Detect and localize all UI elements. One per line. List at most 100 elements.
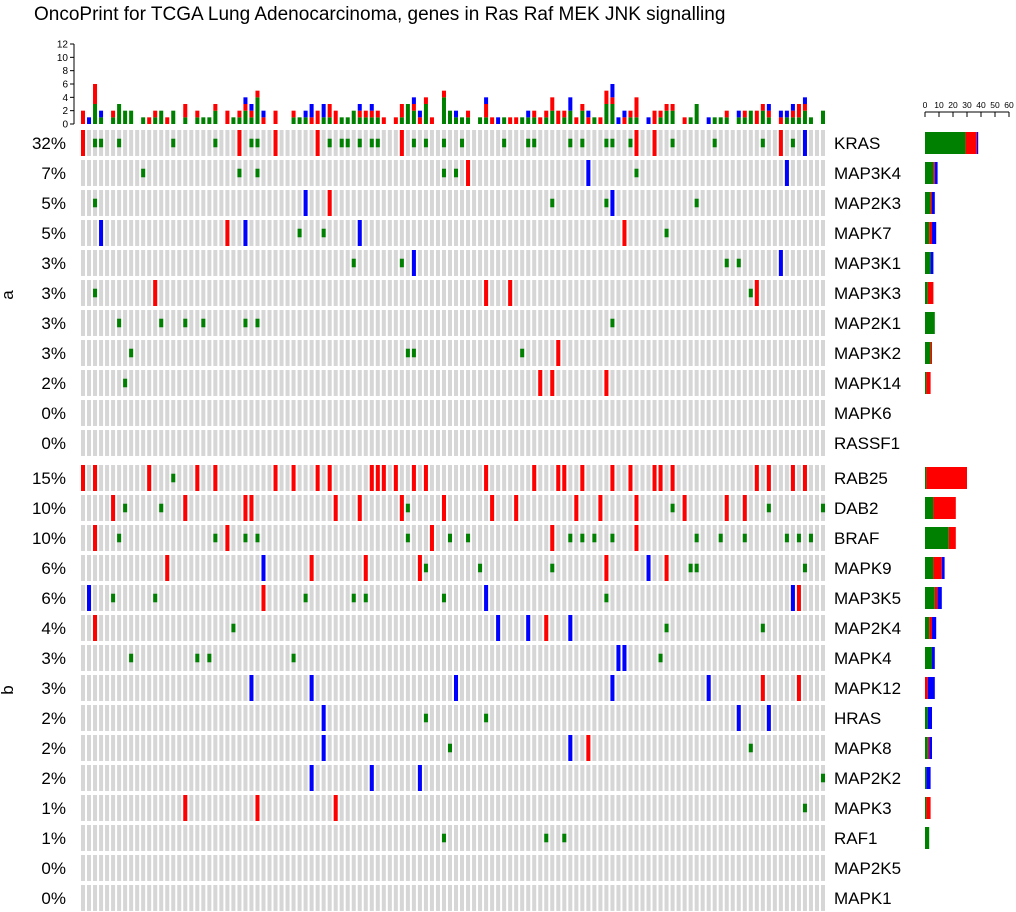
cell bbox=[279, 370, 284, 396]
cell bbox=[87, 555, 92, 581]
cell bbox=[784, 310, 789, 336]
cell bbox=[195, 130, 200, 156]
cell bbox=[87, 130, 92, 156]
cell bbox=[460, 250, 465, 276]
cell bbox=[165, 855, 170, 881]
cell bbox=[664, 735, 669, 761]
cell bbox=[333, 430, 338, 456]
top-bar-mut bbox=[183, 117, 188, 124]
cell bbox=[682, 885, 687, 911]
cell bbox=[700, 795, 705, 821]
cell bbox=[772, 675, 777, 701]
cell bbox=[760, 645, 765, 671]
cell bbox=[736, 585, 741, 611]
cell bbox=[490, 735, 495, 761]
cell bbox=[478, 130, 483, 156]
alteration-amp bbox=[652, 130, 657, 156]
cell bbox=[568, 585, 573, 611]
alteration-del bbox=[496, 615, 501, 641]
cell bbox=[640, 310, 645, 336]
row-percent: 6% bbox=[41, 559, 66, 578]
top-bar-mut bbox=[129, 110, 134, 124]
cell bbox=[598, 675, 603, 701]
cell bbox=[736, 735, 741, 761]
cell bbox=[255, 885, 260, 911]
cell bbox=[435, 705, 440, 731]
top-bar-amp bbox=[153, 110, 158, 118]
cell bbox=[267, 525, 272, 551]
cell bbox=[472, 495, 477, 521]
alteration-mut bbox=[760, 138, 765, 148]
cell bbox=[231, 525, 236, 551]
cell bbox=[171, 160, 176, 186]
cell bbox=[640, 705, 645, 731]
cell bbox=[538, 705, 543, 731]
cell bbox=[303, 825, 308, 851]
cell bbox=[381, 160, 386, 186]
alteration-mut bbox=[760, 623, 765, 633]
cell bbox=[658, 855, 663, 881]
cell bbox=[796, 765, 801, 791]
cell bbox=[664, 160, 669, 186]
cell bbox=[520, 885, 525, 911]
alteration-amp bbox=[399, 495, 404, 521]
cell bbox=[189, 855, 194, 881]
cell bbox=[345, 160, 350, 186]
cell bbox=[790, 160, 795, 186]
cell bbox=[556, 555, 561, 581]
cell bbox=[538, 340, 543, 366]
cell bbox=[484, 160, 489, 186]
cell bbox=[574, 280, 579, 306]
cell bbox=[447, 430, 452, 456]
cell bbox=[592, 735, 597, 761]
cell bbox=[496, 340, 501, 366]
alteration-amp bbox=[532, 465, 537, 491]
cell bbox=[309, 825, 314, 851]
cell bbox=[778, 400, 783, 426]
alteration-amp bbox=[93, 525, 98, 551]
oncoprint-row-map2k4 bbox=[81, 615, 825, 641]
cell bbox=[243, 885, 248, 911]
top-bar-amp bbox=[544, 110, 549, 118]
cell bbox=[598, 220, 603, 246]
cell bbox=[207, 705, 212, 731]
cell bbox=[267, 615, 272, 641]
alteration-amp bbox=[778, 130, 783, 156]
cell bbox=[736, 340, 741, 366]
cell bbox=[574, 400, 579, 426]
cell bbox=[399, 795, 404, 821]
top-bar-amp bbox=[381, 117, 386, 124]
cell bbox=[129, 855, 134, 881]
cell bbox=[730, 615, 735, 641]
right-bar-mut bbox=[925, 162, 934, 184]
cell bbox=[670, 855, 675, 881]
top-bar-mut bbox=[592, 117, 597, 124]
alteration-mut bbox=[171, 138, 176, 148]
cell bbox=[255, 220, 260, 246]
cell bbox=[634, 705, 639, 731]
cell bbox=[748, 615, 753, 641]
cell bbox=[375, 160, 380, 186]
cell bbox=[135, 585, 140, 611]
cell bbox=[580, 615, 585, 641]
cell bbox=[544, 370, 549, 396]
cell bbox=[417, 190, 422, 216]
cell bbox=[123, 430, 128, 456]
alteration-mut bbox=[243, 533, 248, 543]
cell bbox=[724, 525, 729, 551]
cell bbox=[87, 705, 92, 731]
cell bbox=[369, 310, 374, 336]
cell bbox=[592, 615, 597, 641]
cell bbox=[604, 400, 609, 426]
cell bbox=[736, 220, 741, 246]
right-bar-amp bbox=[934, 587, 938, 609]
alteration-mut bbox=[351, 593, 356, 603]
cell bbox=[820, 310, 825, 336]
cell bbox=[682, 525, 687, 551]
cell bbox=[273, 765, 278, 791]
cell bbox=[303, 220, 308, 246]
cell bbox=[309, 190, 314, 216]
cell bbox=[622, 765, 627, 791]
cell bbox=[454, 795, 459, 821]
